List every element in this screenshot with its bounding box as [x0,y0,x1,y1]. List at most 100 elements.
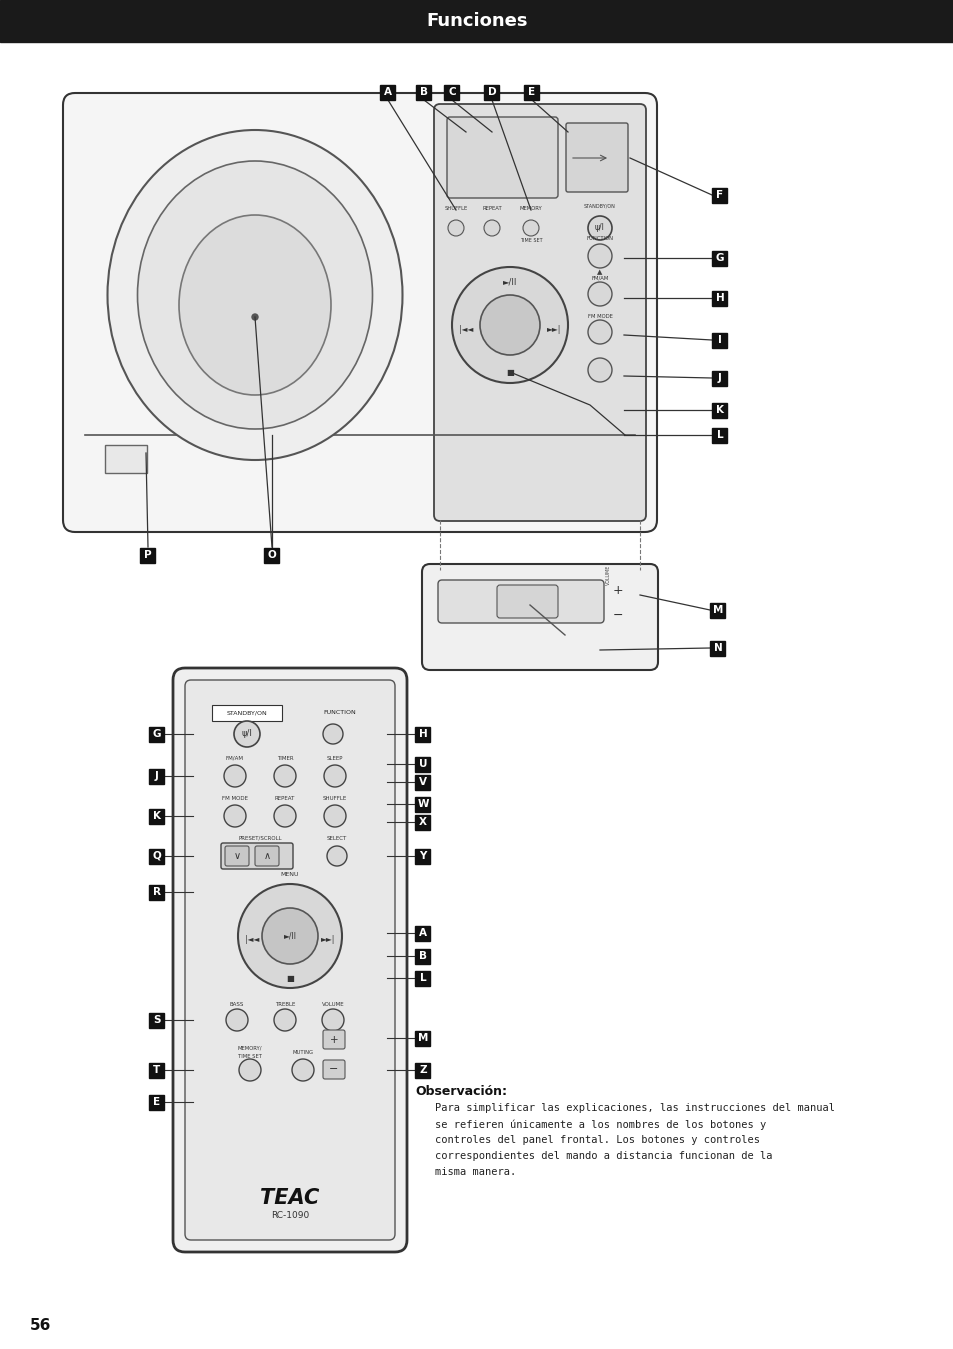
Text: D: D [487,86,496,97]
Text: Observación:: Observación: [415,1085,506,1098]
Circle shape [327,846,347,866]
Text: TIME SET: TIME SET [237,1054,262,1059]
Text: correspondientes del mando a distancia funcionan de la: correspondientes del mando a distancia f… [435,1151,772,1161]
FancyBboxPatch shape [225,846,249,866]
Text: ▲: ▲ [597,268,602,275]
Text: VOLUME: VOLUME [321,1002,344,1006]
Bar [416,970,430,986]
Bar [150,808,164,823]
Circle shape [587,357,612,382]
Bar [140,548,155,563]
Text: |◄◄: |◄◄ [458,325,473,335]
Text: B: B [418,951,427,960]
Circle shape [587,320,612,344]
Text: U: U [418,759,427,769]
Bar [712,188,727,202]
Text: ►/II: ►/II [502,278,517,286]
FancyBboxPatch shape [437,580,603,623]
Text: V: V [418,777,427,786]
Text: M: M [417,1033,428,1043]
Circle shape [224,765,246,786]
Bar [710,603,724,618]
Bar [712,402,727,417]
Circle shape [224,805,246,827]
Text: VOLUME: VOLUME [605,565,610,585]
Text: FM/AM: FM/AM [226,755,244,761]
Text: STANDBY/ON: STANDBY/ON [583,204,616,209]
Text: Y: Y [419,851,426,861]
Text: Funciones: Funciones [426,12,527,30]
Text: REPEAT: REPEAT [481,206,501,210]
Text: −: − [329,1064,338,1074]
Bar [416,796,430,812]
Bar [444,85,459,100]
Bar [416,85,431,100]
Ellipse shape [137,161,372,429]
Circle shape [587,282,612,306]
Text: FM MODE: FM MODE [587,314,612,318]
Circle shape [587,244,612,268]
Bar [416,727,430,742]
FancyBboxPatch shape [212,706,282,720]
Text: G: G [152,728,161,739]
Text: L: L [419,973,426,983]
Text: L: L [716,430,722,440]
Text: −: − [612,608,622,622]
FancyBboxPatch shape [172,668,407,1252]
Text: FUNCTION: FUNCTION [586,236,613,241]
Text: ∨: ∨ [233,851,240,861]
FancyBboxPatch shape [565,123,627,192]
FancyBboxPatch shape [434,104,645,521]
Bar [150,727,164,742]
Text: FM/AM: FM/AM [591,277,608,281]
FancyBboxPatch shape [254,846,278,866]
Bar [710,641,724,656]
Text: MEMORY/: MEMORY/ [237,1045,262,1051]
Circle shape [587,216,612,240]
Circle shape [292,1059,314,1081]
FancyBboxPatch shape [421,564,658,670]
Bar [416,925,430,940]
Circle shape [274,805,295,827]
Text: A: A [384,86,392,97]
Bar [150,849,164,863]
Bar [416,1063,430,1078]
Text: +: + [330,1035,338,1045]
Text: MEMORY: MEMORY [519,206,542,210]
Text: se refieren únicamente a los nombres de los botones y: se refieren únicamente a los nombres de … [435,1120,765,1129]
Text: ■: ■ [505,367,514,376]
Bar [524,85,539,100]
Text: ►►|: ►►| [546,325,560,335]
Bar [416,815,430,830]
Bar [105,445,147,473]
Circle shape [274,765,295,786]
Text: P: P [144,550,152,560]
FancyBboxPatch shape [497,585,558,618]
Text: 56: 56 [30,1318,51,1333]
Bar [380,85,395,100]
Text: RC-1090: RC-1090 [271,1211,309,1221]
Text: |◄◄: |◄◄ [245,935,259,943]
Text: ►►|: ►►| [320,935,335,943]
Text: STANDBY/ON: STANDBY/ON [227,711,267,715]
Circle shape [324,765,346,786]
Ellipse shape [108,130,402,460]
Text: H: H [715,293,723,304]
Circle shape [252,314,257,320]
Circle shape [322,1009,344,1031]
Text: Z: Z [418,1064,426,1075]
Bar [150,885,164,900]
Bar [150,1094,164,1109]
Bar [264,548,279,563]
Text: N: N [713,643,721,653]
Bar [712,428,727,442]
Text: PRESET/SCROLL: PRESET/SCROLL [238,836,281,840]
Text: ∧: ∧ [263,851,271,861]
Circle shape [239,1059,261,1081]
Text: M: M [712,604,722,615]
Text: TEAC: TEAC [260,1188,319,1207]
Bar [150,1063,164,1078]
Bar [712,332,727,348]
Circle shape [483,220,499,236]
Circle shape [479,295,539,355]
